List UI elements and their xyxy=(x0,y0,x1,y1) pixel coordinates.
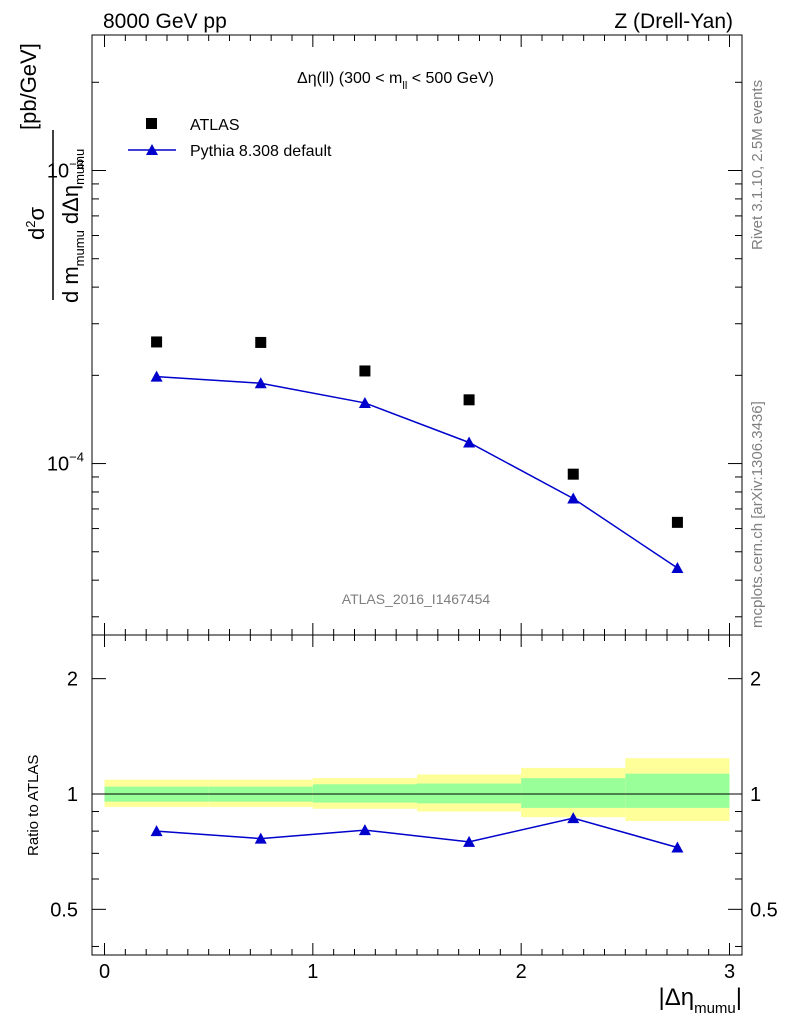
pythia-point xyxy=(358,396,371,408)
main-title: Δη(ll) (300 < mll < 500 GeV) xyxy=(297,70,494,92)
tick-labels: 0 1 2 310−310−42 21 10.5 0.5 xyxy=(47,157,778,983)
mcplots-source-label: mcplots.cern.ch [arXiv:1306.3436] xyxy=(749,401,766,628)
x-axis-label: |Δηmumu| xyxy=(658,984,742,1017)
ratio-band-inner xyxy=(417,783,522,804)
ratio-band-inner xyxy=(312,784,417,803)
ylabel-denominator: d mmumu dΔηmumu xyxy=(58,149,87,303)
ratio-y-tick-label-right: 1 xyxy=(750,784,761,806)
pythia-main-line xyxy=(156,375,678,569)
main-y-tick-label: 10−4 xyxy=(47,450,84,476)
pythia-point xyxy=(254,377,267,389)
pythia-ratio-point xyxy=(671,841,684,853)
pythia-ratio-line xyxy=(156,817,678,849)
pythia-ratio-point xyxy=(150,825,163,837)
header-energy: 8000 GeV pp xyxy=(103,10,227,33)
pythia-ratio-point xyxy=(358,824,371,836)
ylabel-numerator: d2σ xyxy=(23,207,49,240)
atlas-point xyxy=(463,394,475,406)
atlas-point xyxy=(567,468,579,480)
ratio-y-tick-label-left: 1 xyxy=(67,784,78,806)
pythia-ratio-point xyxy=(463,835,476,847)
legend: ATLAS Pythia 8.308 default xyxy=(128,117,332,160)
ratio-y-tick-label-right: 2 xyxy=(750,669,761,691)
ratio-y-axis-label: Ratio to ATLAS xyxy=(25,755,42,856)
legend-atlas-marker xyxy=(146,118,157,129)
analysis-watermark: ATLAS_2016_I1467454 xyxy=(342,591,491,607)
ratio-y-tick-label-left: 2 xyxy=(67,669,78,691)
pythia-ratio-point xyxy=(567,812,580,824)
pythia-point xyxy=(671,562,684,574)
atlas-point xyxy=(359,365,371,377)
atlas-point xyxy=(671,516,683,528)
pythia-point xyxy=(463,436,476,448)
legend-pythia-label: Pythia 8.308 default xyxy=(190,143,332,160)
x-tick-label: 3 xyxy=(724,961,735,983)
legend-pythia-marker xyxy=(146,144,158,155)
rivet-version-label: Rivet 3.1.10, 2.5M events xyxy=(749,80,766,250)
x-tick-label: 1 xyxy=(307,961,318,983)
x-tick-label: 2 xyxy=(516,961,527,983)
ylabel-unit: [pb/GeV] xyxy=(16,43,41,130)
data-marks xyxy=(92,336,742,853)
legend-atlas-label: ATLAS xyxy=(190,117,240,134)
ratio-y-tick-label-right: 0.5 xyxy=(750,899,778,921)
ratio-y-tick-label-left: 0.5 xyxy=(50,899,78,921)
pythia-point xyxy=(150,370,163,382)
atlas-point xyxy=(255,336,267,348)
main-y-axis-label: d2σ d mmumu dΔηmumu [pb/GeV] xyxy=(16,43,87,303)
header-process: Z (Drell-Yan) xyxy=(614,10,733,33)
x-tick-label: 0 xyxy=(99,961,110,983)
ratio-uncertainty-bands xyxy=(104,758,730,822)
pythia-ratio-point xyxy=(254,832,267,844)
ratio-band-inner xyxy=(521,778,626,808)
pythia-point xyxy=(567,492,580,504)
ratio-band-inner xyxy=(625,773,730,808)
atlas-point xyxy=(151,336,163,348)
